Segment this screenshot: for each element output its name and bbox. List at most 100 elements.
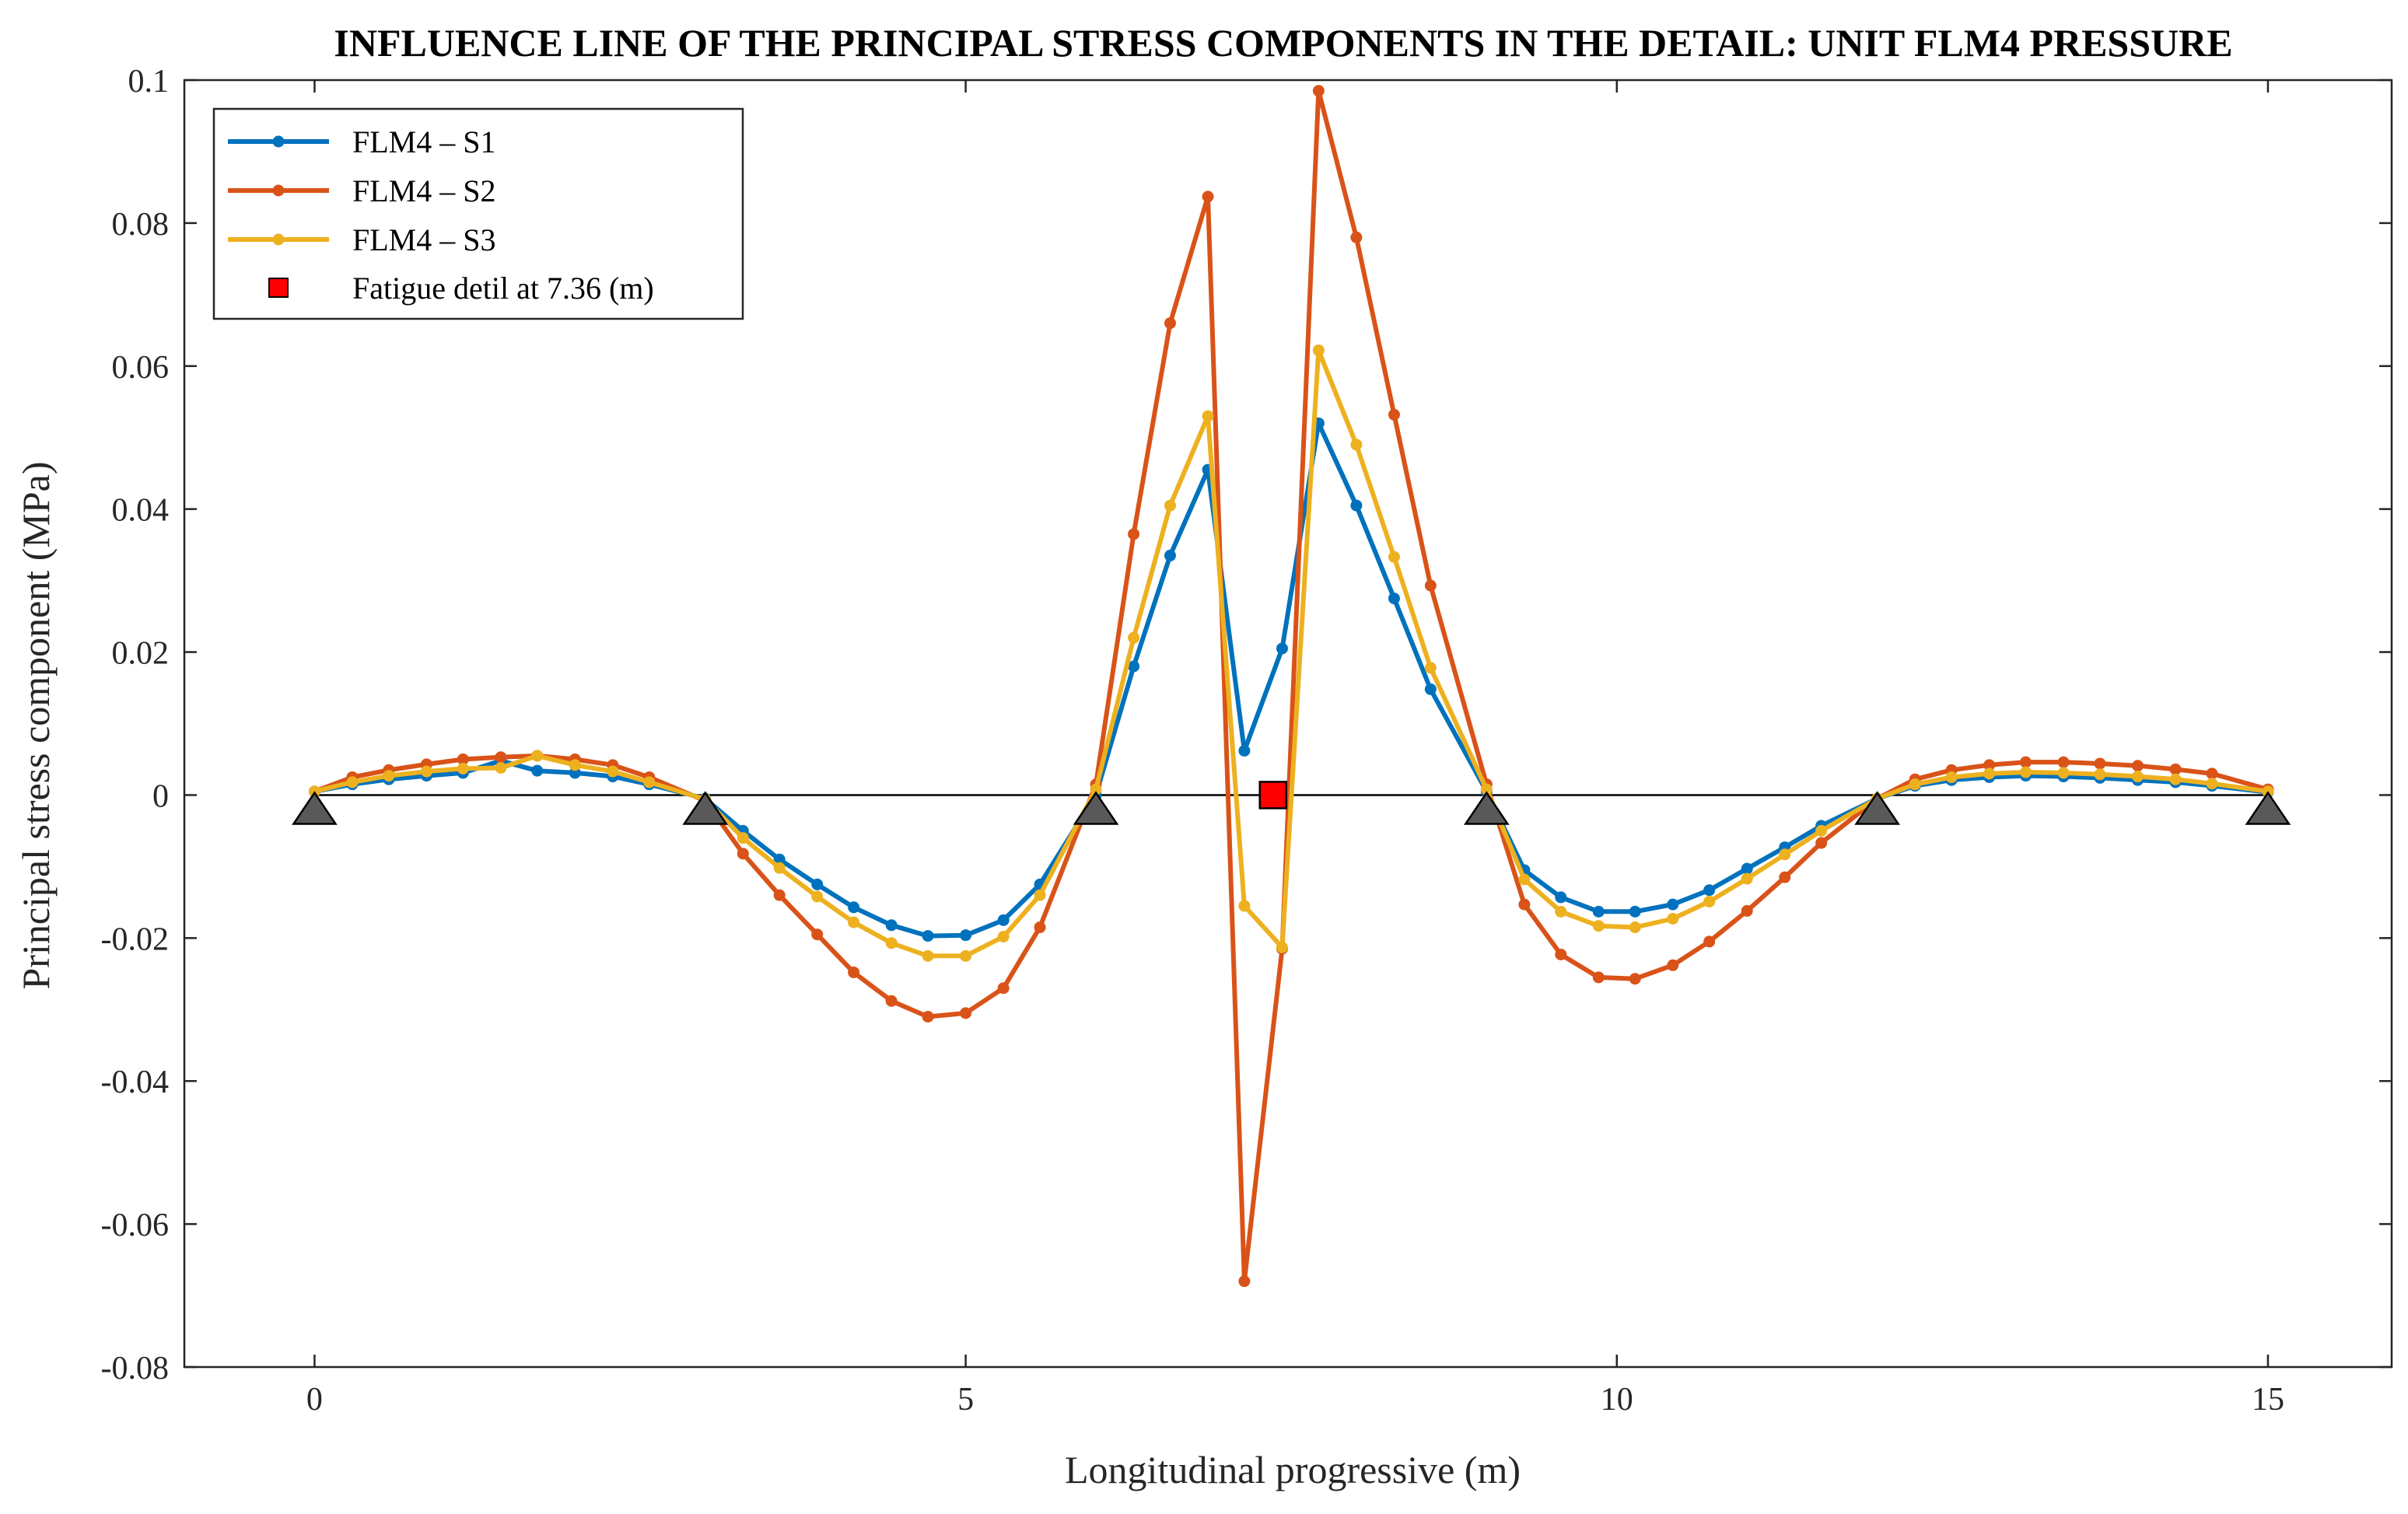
y-tick-label: -0.06: [101, 1208, 170, 1243]
legend-marker-s3: [272, 233, 285, 246]
series-point-s3: [1741, 872, 1753, 885]
series-point-s3: [1779, 848, 1791, 861]
series-point-s2: [1667, 959, 1679, 971]
series-point-s1: [1555, 891, 1567, 904]
series-point-s3: [1480, 783, 1493, 795]
y-axis-label: Principal stress component (MPa): [14, 461, 58, 989]
series-point-s2: [1983, 759, 1996, 771]
series-point-s3: [2206, 778, 2218, 790]
series-point-s2: [811, 928, 824, 941]
y-tick-label: -0.08: [101, 1351, 170, 1386]
series-point-s2: [1388, 408, 1400, 421]
series-point-s2: [997, 982, 1010, 995]
series-point-s2: [922, 1010, 934, 1023]
series-point-s3: [1128, 631, 1140, 644]
series-point-s2: [1164, 317, 1176, 330]
series-point-s3: [737, 832, 749, 844]
series-point-s3: [531, 750, 544, 762]
legend-label-s3: FLM4 – S3: [352, 222, 496, 257]
series-point-s2: [1779, 871, 1791, 883]
series-point-s3: [885, 937, 898, 949]
support-marker: [682, 791, 729, 825]
series-point-s3: [922, 949, 934, 962]
series-point-s3: [1592, 920, 1605, 932]
series-point-s2: [495, 751, 507, 764]
series-point-s3: [1034, 889, 1046, 901]
legend-marker-s2: [272, 184, 285, 197]
series-point-s3: [811, 890, 824, 903]
series-point-s2: [1592, 971, 1605, 984]
series-point-s2: [1555, 948, 1567, 960]
series-point-s1: [885, 919, 898, 932]
series-point-s3: [383, 770, 395, 782]
series-point-s2: [2169, 763, 2182, 775]
series-point-s3: [1703, 895, 1716, 907]
axes-box: [183, 79, 2393, 1369]
series-point-s3: [1909, 778, 1921, 791]
legend-marker-s1: [272, 135, 285, 148]
chart-title: INFLUENCE LINE OF THE PRINCIPAL STRESS C…: [334, 21, 2232, 65]
series-point-s1: [1667, 898, 1679, 911]
series-point-s2: [2094, 757, 2106, 770]
series-point-s1: [531, 764, 544, 777]
series-point-s1: [1388, 593, 1400, 605]
series-point-s2: [1741, 904, 1753, 917]
series-point-s3: [643, 776, 656, 788]
series-point-s2: [1518, 898, 1531, 911]
series-point-s3: [607, 765, 619, 778]
series-point-s3: [457, 762, 469, 774]
support-marker: [292, 791, 338, 825]
series-point-s2: [1034, 921, 1046, 934]
series-point-s3: [1629, 921, 1641, 934]
series-point-s1: [1164, 549, 1176, 561]
series-point-s3: [1350, 439, 1363, 451]
series-point-s3: [420, 765, 432, 778]
series-point-s3: [960, 949, 972, 962]
series-point-s2: [2132, 760, 2144, 772]
series-point-s2: [1703, 935, 1716, 948]
support-marker: [1854, 791, 1900, 825]
series-point-s3: [2132, 771, 2144, 783]
series-point-s2: [773, 889, 786, 901]
y-tick-label: 0.04: [112, 493, 170, 529]
series-point-s3: [1164, 499, 1176, 512]
series-point-s3: [2020, 766, 2032, 778]
legend-label-s2: FLM4 – S2: [352, 173, 496, 208]
legend-marker-fatigue: [268, 278, 289, 298]
series-point-s3: [1667, 913, 1679, 925]
series-point-s2: [1202, 191, 1214, 203]
series-point-s1: [997, 914, 1010, 926]
series-point-s3: [1276, 941, 1288, 953]
series-point-s3: [1312, 344, 1325, 357]
series-point-s2: [885, 995, 898, 1007]
series-point-s2: [1629, 973, 1641, 985]
series-point-s3: [1388, 551, 1400, 563]
series-point-s1: [1703, 884, 1716, 897]
series-point-s3: [1202, 410, 1214, 422]
series-point-s3: [1424, 662, 1437, 674]
series-point-s3: [997, 930, 1010, 942]
series-point-s3: [569, 759, 581, 771]
plot-area: -0.08 -0.06 -0.04 -0.02 0 0.02 0.04 0.06 0.08 0.1…: [101, 64, 2393, 1418]
series-point-s1: [1424, 683, 1437, 695]
series-point-s1: [773, 853, 786, 865]
x-tick-label: 10: [1601, 1382, 1633, 1418]
series-point-s2: [737, 848, 749, 860]
y-tick-label: 0.1: [128, 64, 170, 100]
series-point-s2: [848, 966, 860, 978]
series-point-s1: [811, 878, 824, 890]
series-point-s2: [1312, 85, 1325, 97]
y-tick-label: -0.04: [101, 1065, 170, 1100]
series-point-s3: [1090, 783, 1102, 795]
series-point-s3: [1815, 824, 1828, 837]
y-tick-label: 0.06: [112, 350, 170, 386]
series-point-s2: [457, 753, 469, 765]
x-tick-label: 15: [2252, 1382, 2284, 1418]
legend-label-fatigue: Fatigue detil at 7.36 (m): [352, 271, 654, 306]
y-tick-label: 0.08: [112, 207, 170, 243]
series-point-s2: [1815, 837, 1828, 849]
y-tick-label: -0.02: [101, 921, 170, 957]
support-marker: [1073, 791, 1119, 825]
series-point-s3: [346, 776, 359, 788]
